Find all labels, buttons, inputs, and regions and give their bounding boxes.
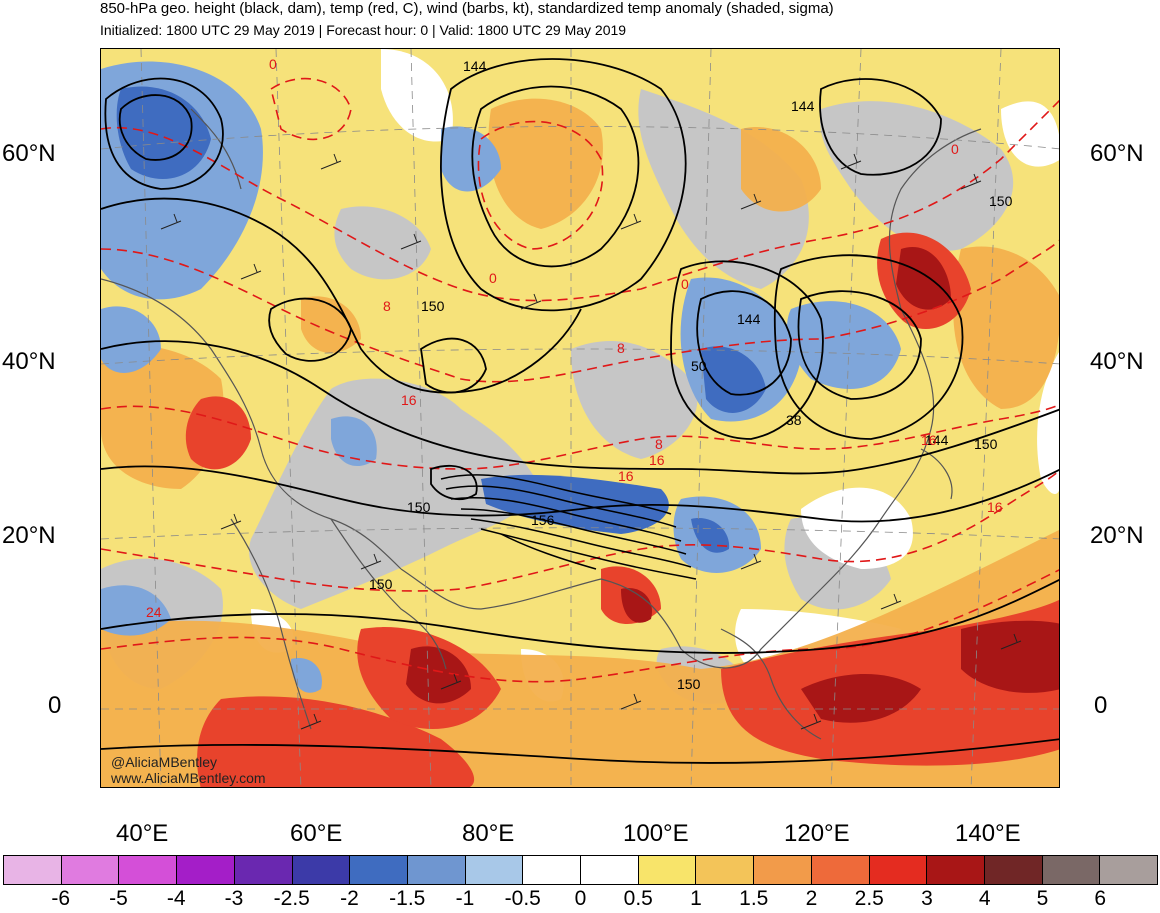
temp-label: 0 [681,276,689,292]
lat-label-left: 40°N [2,348,56,375]
colorbar [3,855,1158,885]
height-label: 38 [786,412,802,428]
lon-label: 60°E [290,820,343,847]
colorbar-swatch [119,856,178,884]
wind-barbs [160,153,1022,730]
colorbar-tick-label: 1 [690,887,702,910]
lon-label: 100°E [623,820,689,847]
colorbar-tick-label: -5 [109,887,128,910]
lat-label-right: 0 [1094,692,1108,719]
colorbar-swatch [177,856,235,884]
map-svg: 144 144 150 150 150 150 144 150 50 38 14… [101,49,1059,787]
lon-label: 80°E [462,820,515,847]
map-panel: 144 144 150 150 150 150 144 150 50 38 14… [100,48,1060,788]
colorbar-tick-label: 3 [921,887,933,910]
height-label: 144 [463,58,487,74]
temp-label: 24 [146,604,162,620]
lat-label-left: 20°N [2,522,56,549]
temp-label: 16 [987,499,1003,515]
temp-label: 8 [655,436,663,452]
colorbar-tick-label: -1 [455,887,475,910]
temp-label: 8 [383,298,391,314]
temp-label: 0 [951,141,959,157]
height-label: 150 [989,193,1013,209]
height-labels: 144 144 150 150 150 150 144 150 50 38 14… [369,58,1013,692]
colorbar-tick-label: 6 [1094,887,1107,910]
colorbar-tick-label: -4 [166,887,186,910]
colorbar-tick-label: 1.5 [739,887,769,910]
temp-label: 16 [401,392,417,408]
lon-label: 140°E [955,820,1021,847]
height-label: 144 [791,98,815,114]
colorbar-swatch [811,856,870,884]
temp-label: 0 [489,270,497,286]
colorbar-swatch [927,856,985,884]
height-label: 150 [677,676,701,692]
colorbar-swatch [523,856,582,884]
lat-label-right: 20°N [1090,522,1144,549]
colorbar-tick-label: -1.5 [389,887,426,910]
height-label: 144 [737,311,761,327]
height-label: 50 [691,358,707,374]
colorbar-swatch [984,856,1043,884]
colorbar-tick-label: -6 [51,887,71,910]
colorbar-tick-label: 5 [1036,887,1049,910]
temp-label: 0 [269,56,277,72]
colorbar-swatch [292,856,351,884]
lon-label: 120°E [784,820,850,847]
colorbar-swatch [61,856,120,884]
map-subtitle: Initialized: 1800 UTC 29 May 2019 | Fore… [100,22,627,38]
temp-label: 16 [618,468,634,484]
graticule [101,49,1059,787]
colorbar-swatch [638,856,697,884]
colorbar-tick-label: -2.5 [273,887,310,910]
colorbar-swatch [4,856,62,884]
height-label: 150 [407,499,431,515]
colorbar-swatch [696,856,755,884]
temp-label: 16 [921,432,937,448]
lat-label-left: 60°N [2,140,56,167]
lat-label-left: 0 [48,692,62,719]
colorbar-tick-label: 4 [978,887,991,910]
height-label: 150 [369,576,393,592]
credit-website: www.AliciaMBentley.com [111,770,266,786]
colorbar-swatch [869,856,928,884]
very-warm-anomaly-regions [406,247,1059,723]
temp-label: 8 [617,340,625,356]
plateau-contours [440,474,697,580]
colorbar-swatch [581,856,639,884]
lon-label: 40°E [116,820,169,847]
lat-label-right: 60°N [1090,140,1144,167]
colorbar-swatch [754,856,812,884]
height-contours [101,58,1059,764]
height-label: 144 [925,432,949,448]
colorbar-swatch [407,856,466,884]
map-title: 850-hPa geo. height (black, dam), temp (… [100,0,834,17]
colorbar-tick-label: 2 [805,887,818,910]
colorbar-swatch [1042,856,1101,884]
height-label: 150 [974,436,998,452]
colorbar-tick-label: 2.5 [854,887,884,910]
temperature-labels: 0 8 0 8 16 8 16 16 0 16 24 0 16 [146,56,1003,620]
colorbar-swatch [350,856,408,884]
colorbar-tick-label: -3 [224,887,244,910]
colorbar-tick-label: 0.5 [623,887,653,910]
colorbar-swatch [1100,856,1158,884]
colorbar-tick-label: 0 [574,887,587,910]
colorbar-swatch [234,856,293,884]
lat-label-right: 40°N [1090,348,1144,375]
height-label: 156 [531,512,555,528]
colorbar-tick-label: -0.5 [504,887,541,910]
colorbar-tick-label: -2 [340,887,359,910]
height-label: 150 [421,298,445,314]
credit-handle: @AliciaMBentley [111,754,218,770]
temp-label: 16 [649,452,665,468]
colorbar-labels: -6 -5 -4 -3 -2.5 -2 -1.5 -1 -0.5 0 0.5 1 1.5 2 2.5 3 4 5 6 [0,887,1160,913]
colorbar-swatch [465,856,524,884]
